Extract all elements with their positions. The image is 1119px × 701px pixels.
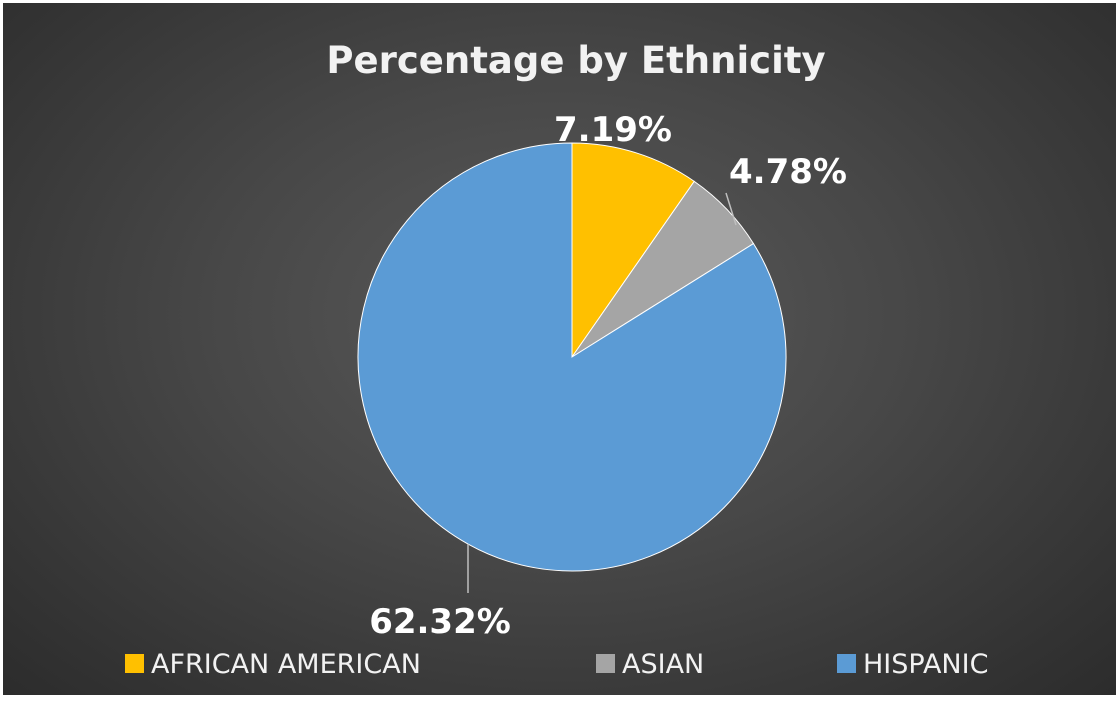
pie-chart: Percentage by Ethnicity 7.19% 4.78% 62.32%… [125, 39, 988, 680]
data-labels: 7.19% 4.78% 62.32% [369, 110, 847, 642]
legend-swatch-asian [596, 654, 615, 673]
data-label-african-american: 7.19% [554, 110, 672, 150]
legend-item-hispanic: HISPANIC [837, 649, 988, 680]
chart-title: Percentage by Ethnicity [326, 39, 825, 82]
legend-item-african-american: AFRICAN AMERICAN [125, 649, 421, 680]
legend-label-african-american: AFRICAN AMERICAN [151, 649, 421, 680]
legend-label-hispanic: HISPANIC [863, 649, 988, 680]
legend-item-asian: ASIAN [596, 649, 704, 680]
pie-slices [357, 142, 787, 572]
legend-label-asian: ASIAN [622, 649, 704, 680]
leader-lines [467, 192, 737, 593]
legend-swatch-african-american [125, 654, 144, 673]
leader-line-asian [725, 192, 737, 226]
data-label-hispanic: 62.32% [369, 602, 511, 642]
legend: AFRICAN AMERICAN ASIAN HISPANIC [125, 649, 988, 680]
legend-swatch-hispanic [837, 654, 856, 673]
data-label-asian: 4.78% [729, 152, 847, 192]
pie-slice-african-american [571, 142, 695, 359]
